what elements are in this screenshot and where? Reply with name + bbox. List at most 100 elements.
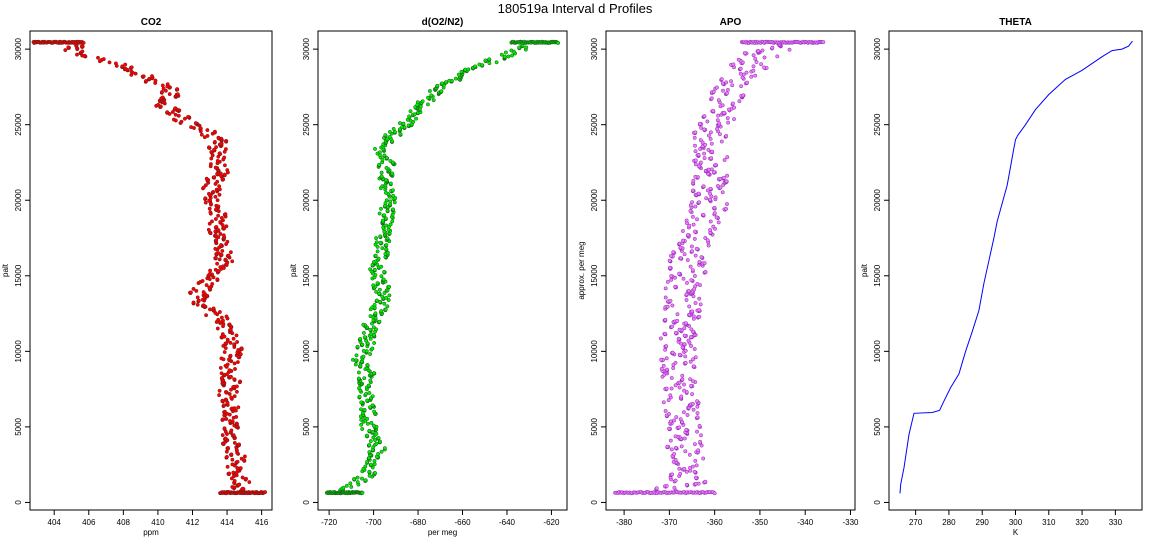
data-point [382,269,387,274]
data-point [682,252,687,257]
data-point [744,70,749,75]
data-point [368,378,373,383]
data-point [223,147,228,152]
data-point [348,481,353,486]
data-point [212,129,217,134]
surface-band-point [360,490,365,495]
data-point [368,267,373,272]
data-point [665,279,670,284]
data-point [63,48,68,53]
data-point [200,279,205,283]
data-point [682,436,687,441]
y-tick-label: 5000 [14,417,23,435]
data-point [372,341,377,345]
data-point [219,356,224,361]
data-point [150,74,154,79]
data-point [208,307,212,312]
data-point [224,224,229,229]
data-point [689,334,694,339]
y-tick-label: 20000 [873,189,882,212]
data-point [706,243,711,248]
data-point [165,110,170,115]
data-point [502,54,507,59]
data-point [720,81,725,86]
data-point [487,61,492,66]
x-tick-label: -640 [499,518,516,527]
data-point [724,179,729,184]
data-point [388,181,393,186]
data-point [205,133,210,138]
data-point [229,452,234,457]
data-point [372,409,377,414]
x-tick-label: -620 [543,518,560,527]
data-point [388,159,393,163]
data-point [682,333,687,338]
data-point [693,158,698,163]
data-point [682,342,687,347]
data-point [382,153,387,158]
data-point [381,225,386,230]
data-point [693,284,698,289]
data-point [386,298,391,302]
data-point [742,51,747,56]
data-point [208,268,213,273]
data-point [377,162,382,167]
data-point [374,441,379,446]
data-point [668,419,673,424]
data-point [716,113,721,118]
data-point [365,421,370,426]
data-point [721,175,726,180]
data-point [702,114,707,119]
data-point [228,250,233,255]
data-point [368,352,373,356]
data-points [613,39,826,496]
data-point [675,318,680,323]
data-point [201,290,206,295]
data-point [706,133,711,138]
data-point [379,264,384,269]
data-point [370,403,375,408]
data-point [163,88,168,93]
data-point [691,188,695,193]
data-point [101,57,106,62]
data-point [701,456,706,461]
data-point [732,117,736,122]
data-point [703,270,708,274]
data-point [725,202,729,207]
x-tick-label: -370 [661,518,678,527]
data-point [370,346,375,351]
data-point [377,291,381,296]
data-point [692,347,697,351]
data-point [692,274,697,278]
plot-frame [888,30,1143,511]
data-point [220,332,225,337]
data-point [745,80,749,85]
data-point [694,463,699,468]
data-point [354,358,359,363]
data-point [365,398,370,403]
data-point [359,417,364,422]
data-point [365,363,370,367]
y-tick-label: 20000 [590,189,599,212]
surface-band-point [712,491,717,496]
data-point [693,149,698,154]
data-point [702,156,707,161]
data-point [377,287,382,292]
data-point [665,367,669,372]
data-point [234,389,239,394]
y-tick-label: 20000 [302,189,311,212]
data-point [384,247,389,252]
x-tick-label: 300 [1009,518,1023,527]
data-point [677,271,682,276]
data-point [380,157,385,162]
data-point [671,366,676,371]
data-point [191,286,196,291]
data-points [31,39,268,496]
data-point [379,206,383,211]
data-point [689,383,694,388]
data-point [729,79,734,84]
data-point [361,330,366,335]
data-point [698,439,703,444]
data-point [762,65,767,70]
data-point [701,212,706,217]
